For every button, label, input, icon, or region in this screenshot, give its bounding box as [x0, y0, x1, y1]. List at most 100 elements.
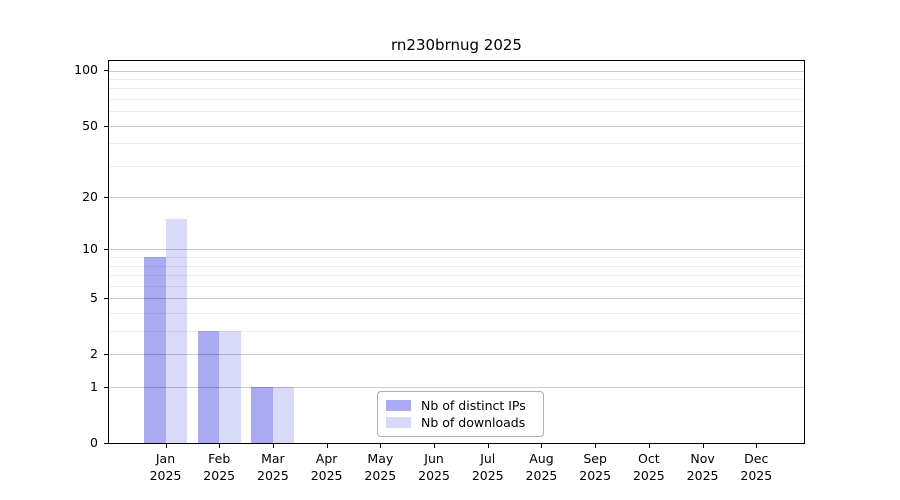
major-gridline	[109, 249, 804, 251]
bar	[144, 257, 166, 443]
x-axis-tick	[756, 444, 758, 448]
x-axis-tick	[648, 444, 650, 448]
x-tick-month: Nov	[690, 451, 715, 466]
x-tick-month: Sep	[583, 451, 607, 466]
y-axis-tick	[104, 249, 108, 251]
x-tick-year: 2025	[310, 467, 343, 483]
y-tick-label: 20	[82, 189, 98, 205]
x-axis-tick	[541, 444, 543, 448]
x-tick-label: Sep 2025	[555, 451, 635, 484]
major-gridline	[109, 125, 804, 127]
x-tick-month: Oct	[638, 451, 660, 466]
x-tick-label: Jan 2025	[126, 451, 206, 484]
x-axis-tick	[434, 444, 436, 448]
x-tick-month: Feb	[208, 451, 231, 466]
major-gridline	[109, 387, 804, 389]
x-tick-year: 2025	[149, 467, 182, 483]
x-axis-tick	[326, 444, 328, 448]
y-axis-tick	[104, 298, 108, 300]
bar	[165, 219, 187, 443]
major-gridline	[109, 197, 804, 199]
y-axis-tick	[104, 443, 108, 444]
x-tick-year: 2025	[740, 467, 773, 483]
y-axis-tick	[104, 125, 108, 127]
legend-label: Nb of distinct IPs	[421, 397, 526, 413]
x-tick-label: Feb 2025	[179, 451, 259, 484]
bar	[251, 387, 273, 443]
x-axis-tick	[380, 444, 382, 448]
y-tick-label: 1	[90, 379, 98, 395]
y-axis-tick	[104, 354, 108, 356]
minor-gridline	[109, 275, 804, 277]
y-axis-tick	[104, 70, 108, 72]
legend-swatch	[386, 417, 411, 428]
bar	[219, 331, 241, 443]
x-tick-month: Apr	[315, 451, 338, 466]
x-tick-month: Aug	[529, 451, 554, 466]
x-tick-month: Mar	[261, 451, 285, 466]
x-tick-label: Apr 2025	[287, 451, 367, 484]
legend-label: Nb of downloads	[421, 414, 526, 430]
y-tick-label: 10	[82, 241, 98, 257]
legend-item: Nb of distinct IPs	[386, 397, 535, 414]
x-tick-month: Dec	[744, 451, 769, 466]
x-axis-tick	[165, 444, 167, 448]
y-tick-label: 2	[90, 346, 98, 362]
x-axis-tick	[487, 444, 489, 448]
y-axis-tick	[104, 197, 108, 199]
legend: Nb of distinct IPs Nb of downloads	[377, 391, 544, 437]
x-tick-month: Jan	[155, 451, 176, 466]
minor-gridline	[109, 111, 804, 113]
x-tick-year: 2025	[257, 467, 289, 483]
x-tick-year: 2025	[471, 467, 504, 483]
minor-gridline	[109, 88, 804, 90]
x-tick-label: Jul 2025	[448, 451, 528, 484]
x-tick-year: 2025	[203, 467, 236, 483]
x-tick-label: Oct 2025	[609, 451, 689, 484]
x-tick-label: Mar 2025	[233, 451, 313, 484]
x-tick-year: 2025	[364, 467, 397, 483]
minor-gridline	[109, 143, 804, 145]
x-tick-month: May	[367, 451, 394, 466]
y-tick-label: 100	[74, 62, 98, 78]
chart-title: rn230brnug 2025	[391, 36, 522, 54]
minor-gridline	[109, 331, 804, 333]
bar	[272, 387, 295, 443]
minor-gridline	[109, 265, 804, 267]
major-gridline	[109, 70, 804, 72]
major-gridline	[109, 298, 804, 300]
x-axis-tick	[702, 444, 704, 448]
major-gridline	[109, 354, 804, 356]
x-axis-tick	[219, 444, 221, 448]
legend-swatch	[386, 400, 411, 411]
y-tick-label: 0	[90, 435, 98, 450]
minor-gridline	[109, 313, 804, 315]
minor-gridline	[109, 165, 804, 167]
minor-gridline	[109, 285, 804, 287]
x-tick-year: 2025	[632, 467, 665, 483]
y-tick-label: 5	[90, 290, 98, 306]
x-tick-label: Aug 2025	[501, 451, 581, 484]
x-tick-year: 2025	[418, 467, 450, 483]
x-tick-year: 2025	[579, 467, 612, 483]
x-tick-label: Dec 2025	[716, 451, 796, 484]
minor-gridline	[109, 257, 804, 259]
x-tick-label: May 2025	[340, 451, 420, 484]
x-axis-tick	[595, 444, 597, 448]
minor-gridline	[109, 98, 804, 100]
x-tick-year: 2025	[525, 467, 558, 483]
y-axis-tick	[104, 387, 108, 389]
bar	[197, 331, 220, 443]
x-tick-month: Jul	[480, 451, 496, 466]
minor-gridline	[109, 78, 804, 80]
x-tick-year: 2025	[686, 467, 719, 483]
legend-item: Nb of downloads	[386, 414, 535, 431]
x-tick-month: Jun	[424, 451, 444, 466]
x-axis-tick	[272, 444, 274, 448]
x-tick-label: Jun 2025	[394, 451, 474, 484]
x-tick-label: Nov 2025	[663, 451, 743, 484]
